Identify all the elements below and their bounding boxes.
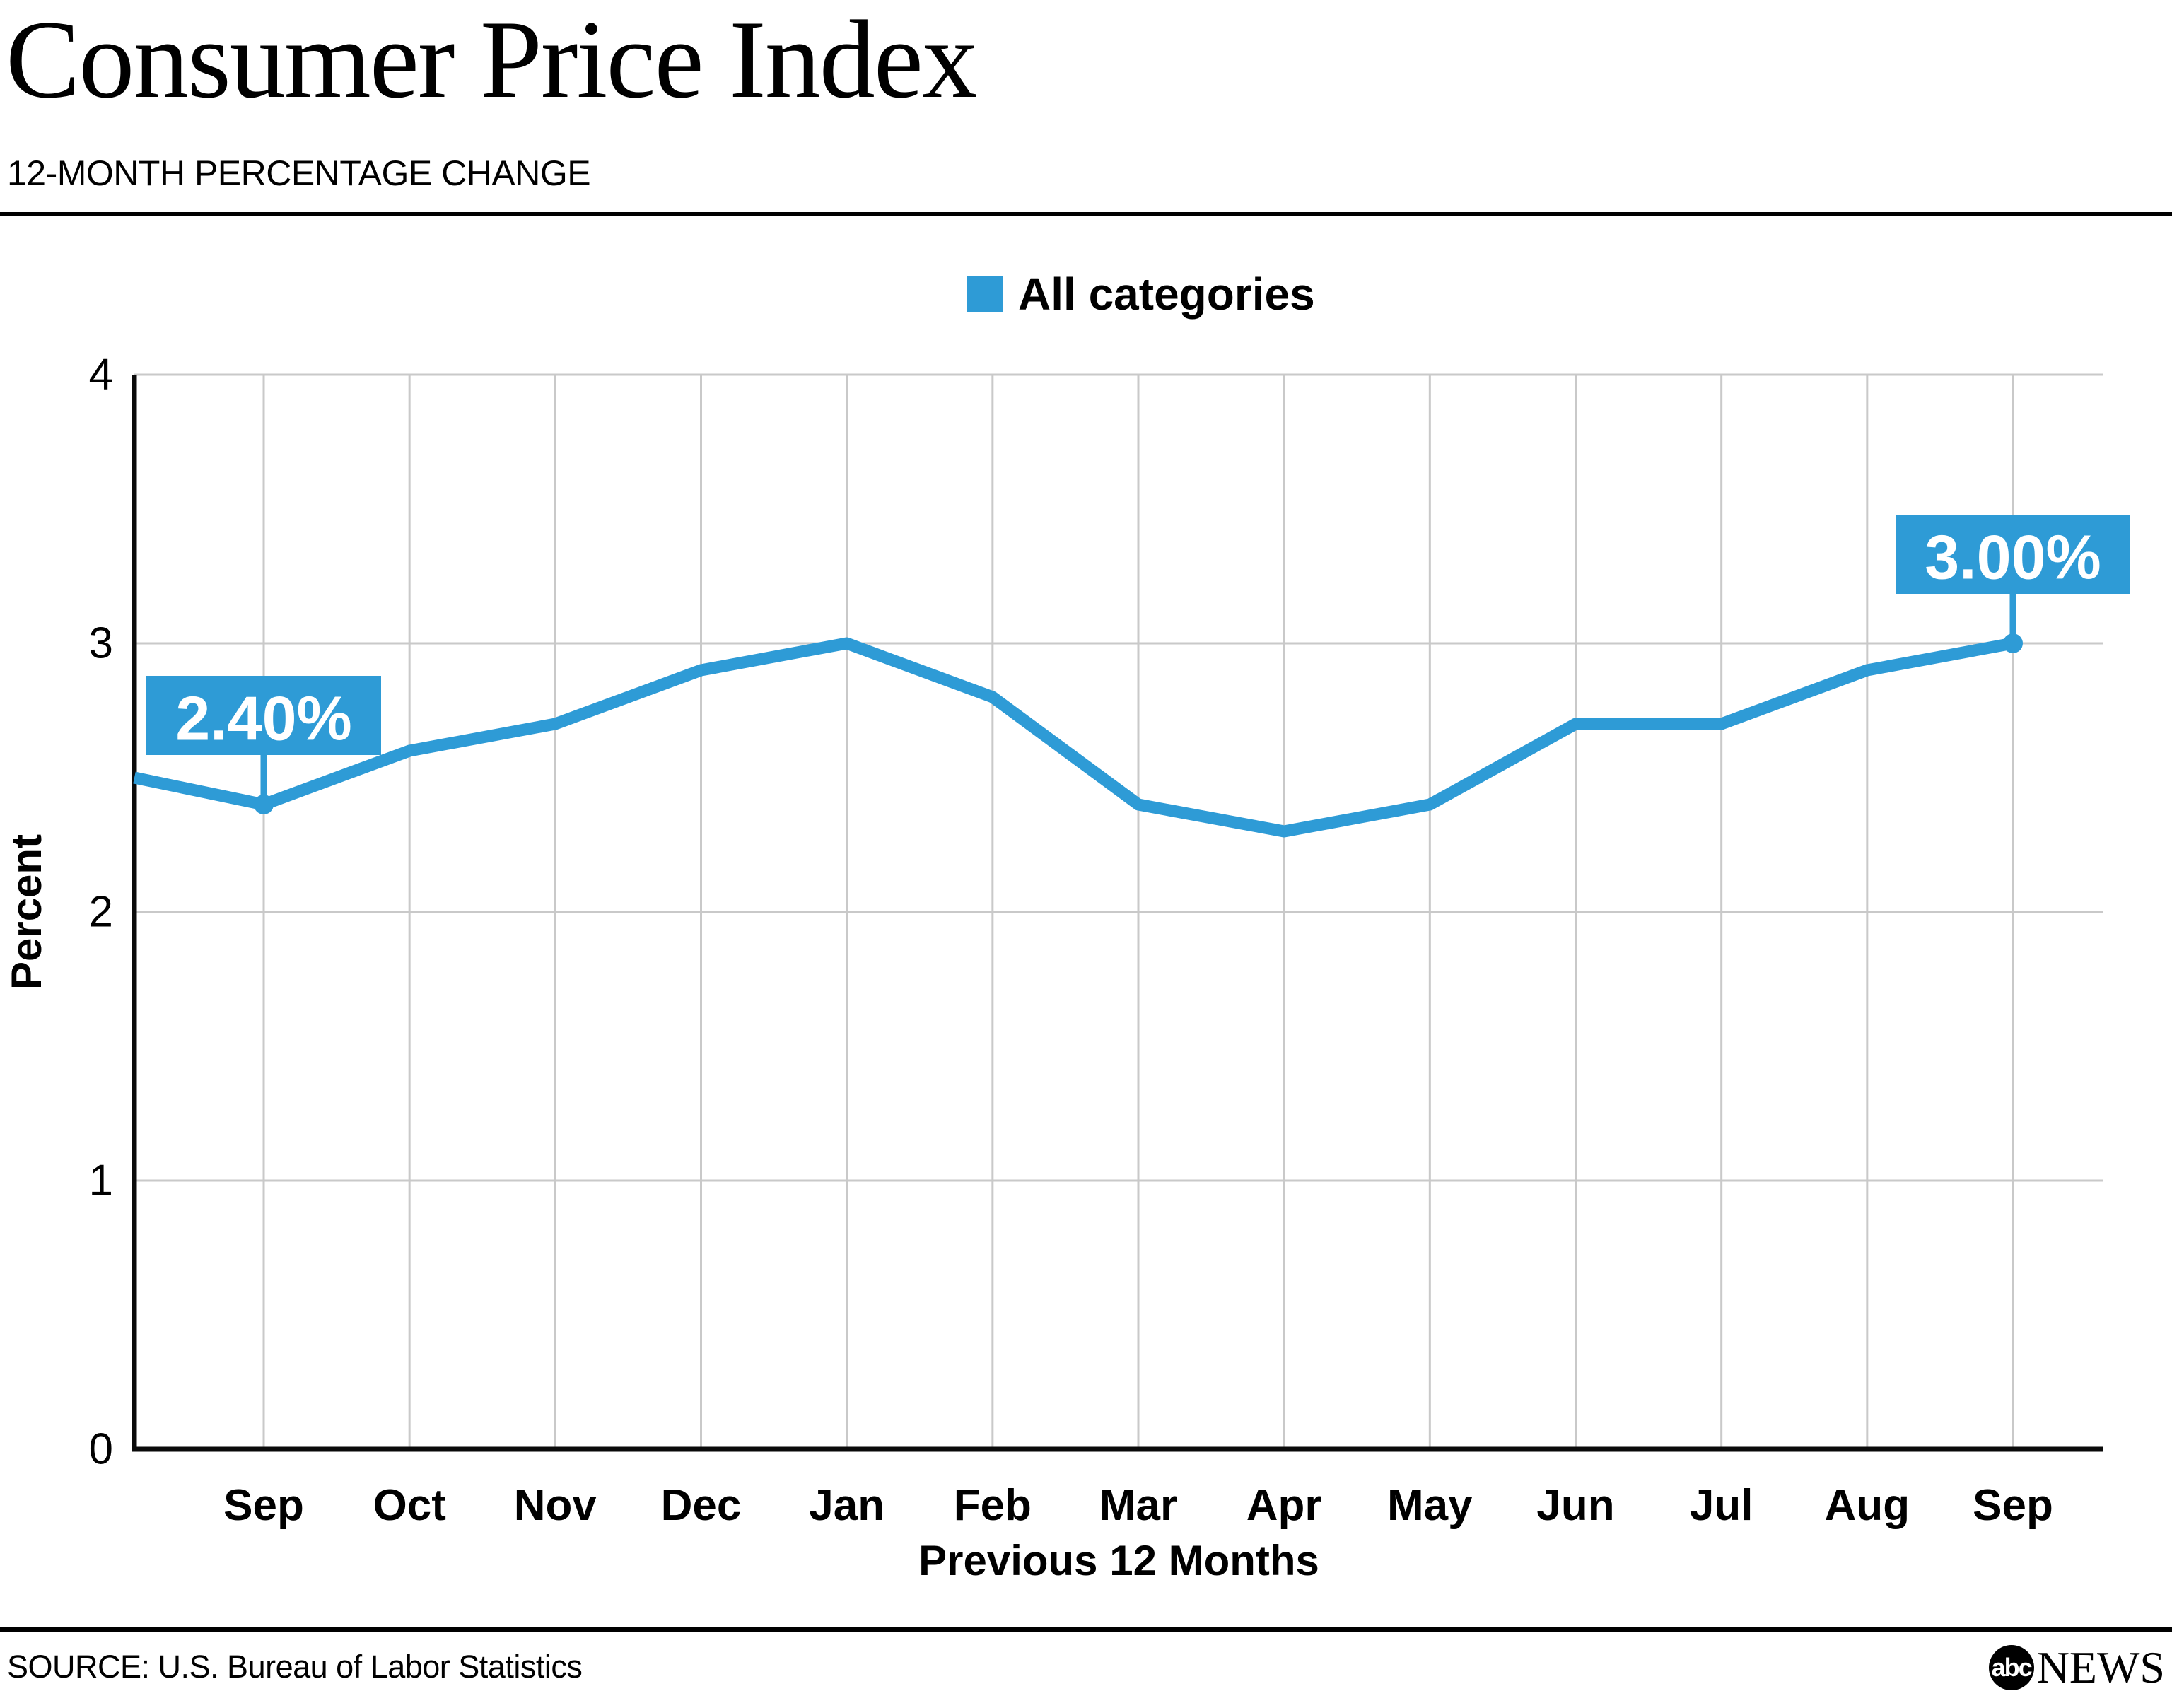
annotation-box (1896, 515, 2130, 594)
abc-news-logo: abc NEWS (1988, 1642, 2165, 1694)
x-tick-label: Jul (1690, 1481, 1753, 1530)
x-tick-label: Dec (661, 1481, 742, 1530)
x-axis-title: Previous 12 Months (918, 1537, 1319, 1584)
cpi-line (133, 637, 2014, 838)
x-tick-label: Aug (1825, 1481, 1910, 1530)
annotation-box (146, 676, 381, 755)
annotation-dot (2003, 633, 2023, 653)
y-tick-label: 3 (89, 619, 113, 668)
annotation-value: 3.00% (1925, 522, 2101, 592)
x-tick-label: Nov (514, 1481, 597, 1530)
news-logo-text: NEWS (2036, 1642, 2165, 1692)
y-tick-label: 4 (89, 351, 113, 399)
annotation-dot (254, 795, 274, 814)
page-title: Consumer Price Index (6, 0, 978, 122)
annotation-value: 2.40% (175, 684, 352, 754)
x-tick-label: Apr (1246, 1481, 1322, 1530)
x-tick-label: Oct (373, 1481, 445, 1530)
source-text: SOURCE: U.S. Bureau of Labor Statistics (7, 1649, 583, 1685)
abc-circle-icon: abc (1988, 1645, 2034, 1690)
x-tick-label: Sep (223, 1481, 304, 1530)
x-tick-label: Feb (954, 1481, 1032, 1530)
y-tick-label: 0 (89, 1425, 113, 1474)
header-divider (0, 212, 2172, 216)
x-tick-label: Jun (1536, 1481, 1614, 1530)
chart-legend: All categories (967, 269, 1315, 320)
page-subtitle: 12-MONTH PERCENTAGE CHANGE (7, 153, 591, 193)
y-axis-title: Percent (3, 834, 50, 990)
footer-divider (0, 1627, 2172, 1632)
x-tick-label: Jan (809, 1481, 884, 1530)
legend-swatch-icon (967, 276, 1003, 312)
x-tick-label: Sep (1973, 1481, 2053, 1530)
y-tick-label: 1 (89, 1157, 113, 1205)
legend-label: All categories (1018, 269, 1315, 320)
x-tick-label: May (1387, 1481, 1473, 1530)
y-tick-label: 2 (89, 888, 113, 937)
x-tick-label: Mar (1099, 1481, 1177, 1530)
